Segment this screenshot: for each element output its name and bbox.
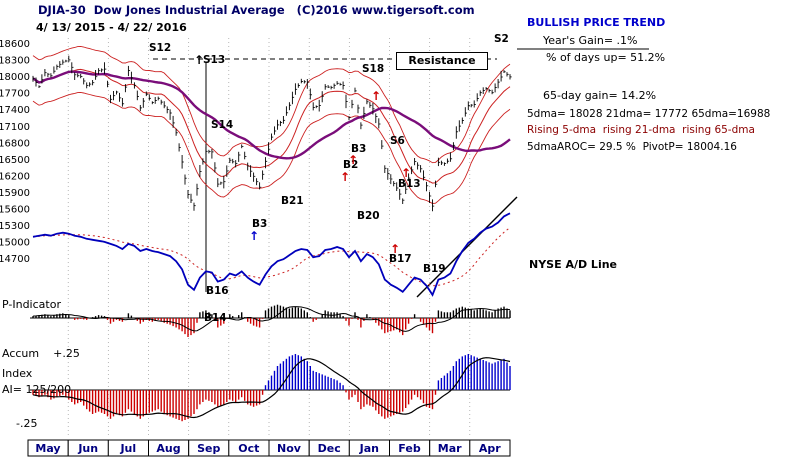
days-up-value: % of days up= 51.2% bbox=[546, 51, 666, 64]
svg-text:16500: 16500 bbox=[0, 155, 30, 166]
svg-text:S6: S6 bbox=[390, 135, 405, 147]
signal-annotations: S12 S13 S14 S18 S2 S6 B3 B2 B13 B21 B3 B20 B17 B19 B16… bbox=[149, 33, 509, 324]
svg-text:18000: 18000 bbox=[0, 72, 30, 83]
month-label: May bbox=[35, 442, 60, 455]
accum-line bbox=[32, 357, 511, 419]
accum-label: Accum bbox=[2, 347, 40, 360]
month-label: Feb bbox=[398, 442, 421, 455]
month-label: Mar bbox=[438, 442, 462, 455]
ad-line bbox=[32, 212, 511, 297]
ad-trendline bbox=[416, 196, 518, 298]
svg-text:14700: 14700 bbox=[0, 254, 30, 265]
bullish-trend-label: BULLISH PRICE TREND bbox=[527, 16, 666, 29]
price-axis-labels: 18600 18300 18000 17700 17400 17100 16800 16500… bbox=[0, 39, 30, 265]
svg-text:B17: B17 bbox=[389, 253, 412, 265]
dma-values: 5dma= 18028 21dma= 17772 65dma=16988 bbox=[527, 108, 771, 120]
accum-plus25-level: +.25 bbox=[53, 347, 80, 360]
accum-label-row: Accum +.25 bbox=[2, 347, 80, 360]
ai-ratio-label: AI= 125/200 bbox=[2, 383, 72, 396]
ad-line-ma bbox=[32, 227, 511, 287]
svg-text:B3: B3 bbox=[351, 143, 366, 155]
gain-65day-value: 65-day gain= 14.2% bbox=[543, 89, 657, 102]
svg-text:16800: 16800 bbox=[0, 138, 30, 149]
svg-text:15600: 15600 bbox=[0, 205, 30, 216]
rising-dma-status: Rising 5-dma rising 21-dma rising 65-dma bbox=[527, 124, 755, 136]
month-label: Jul bbox=[119, 442, 136, 455]
svg-text:B20: B20 bbox=[357, 210, 380, 222]
svg-text:↑: ↑ bbox=[249, 229, 259, 243]
svg-text:S12: S12 bbox=[149, 42, 171, 54]
svg-text:↑: ↑ bbox=[340, 170, 350, 184]
month-label: Jan bbox=[359, 442, 379, 455]
p-indicator-label: P-Indicator bbox=[2, 298, 61, 311]
nyse-ad-line-label: NYSE A/D Line bbox=[529, 258, 617, 271]
svg-text:S2: S2 bbox=[494, 33, 509, 45]
svg-text:↑: ↑ bbox=[401, 166, 411, 180]
ma-65-line bbox=[32, 70, 511, 160]
month-axis: May Jun Jul Aug Sep Oct Nov Dec Jan Feb Mar Apr bbox=[27, 439, 511, 457]
svg-text:17400: 17400 bbox=[0, 105, 30, 116]
svg-text:↑: ↑ bbox=[390, 242, 400, 256]
page-title: DJIA-30 Dow Jones Industrial Average (C)… bbox=[38, 3, 475, 17]
svg-text:↑: ↑ bbox=[194, 53, 204, 67]
svg-text:17100: 17100 bbox=[0, 122, 30, 133]
ma-bands bbox=[32, 45, 511, 204]
svg-text:18600: 18600 bbox=[0, 39, 30, 50]
svg-text:B21: B21 bbox=[281, 195, 304, 207]
month-label: Jun bbox=[77, 442, 98, 455]
price-bars bbox=[32, 55, 512, 212]
svg-text:S14: S14 bbox=[211, 119, 233, 131]
svg-text:B13: B13 bbox=[398, 178, 421, 190]
signal-arrows: ↑ ↑ ↑ ↑ ↑ ↑ ↑ bbox=[194, 53, 411, 256]
svg-text:S13: S13 bbox=[203, 54, 225, 66]
annotation-lines bbox=[153, 48, 649, 298]
svg-text:↑: ↑ bbox=[371, 89, 381, 103]
month-label: Apr bbox=[479, 442, 501, 455]
svg-text:B16: B16 bbox=[206, 285, 229, 297]
svg-text:15000: 15000 bbox=[0, 238, 30, 249]
svg-text:B14: B14 bbox=[204, 312, 227, 324]
accum-minus25-level: -.25 bbox=[16, 417, 38, 430]
month-label: Dec bbox=[318, 442, 341, 455]
svg-text:B3: B3 bbox=[252, 218, 267, 230]
svg-text:S18: S18 bbox=[362, 63, 384, 75]
month-label: Aug bbox=[156, 442, 180, 455]
resistance-box: Resistance bbox=[396, 52, 488, 70]
years-gain-value: Year's Gain= .1% bbox=[543, 34, 638, 47]
aroc-pivot-values: 5dmaAROC= 29.5 % PivotP= 18004.16 bbox=[527, 141, 737, 153]
svg-text:B2: B2 bbox=[343, 159, 358, 171]
svg-text:B19: B19 bbox=[423, 263, 446, 275]
month-label: Sep bbox=[197, 442, 220, 455]
svg-text:18300: 18300 bbox=[0, 56, 30, 67]
p-indicator-line bbox=[32, 306, 511, 332]
month-gridlines bbox=[67, 38, 471, 438]
month-label: Oct bbox=[238, 442, 259, 455]
accum-bars bbox=[32, 354, 511, 422]
date-range: 4/ 13/ 2015 - 4/ 22/ 2016 bbox=[36, 21, 187, 34]
svg-text:15300: 15300 bbox=[0, 221, 30, 232]
svg-text:15900: 15900 bbox=[0, 188, 30, 199]
svg-text:16200: 16200 bbox=[0, 171, 30, 182]
month-label: Nov bbox=[277, 442, 302, 455]
svg-text:↑: ↑ bbox=[348, 153, 358, 167]
index-label: Index bbox=[2, 367, 33, 380]
svg-text:17700: 17700 bbox=[0, 89, 30, 100]
p-indicator-bars bbox=[32, 304, 511, 337]
